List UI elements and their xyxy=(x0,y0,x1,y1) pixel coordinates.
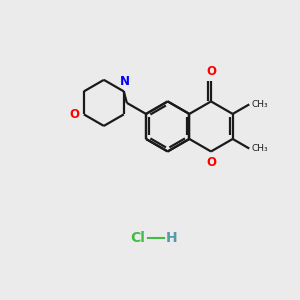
Text: H: H xyxy=(166,231,178,245)
Text: CH₃: CH₃ xyxy=(252,100,268,109)
Text: CH₃: CH₃ xyxy=(252,144,268,153)
Text: Cl: Cl xyxy=(131,231,146,245)
Text: O: O xyxy=(206,65,216,78)
Text: O: O xyxy=(70,108,80,121)
Text: O: O xyxy=(206,156,216,169)
Text: N: N xyxy=(120,75,130,88)
